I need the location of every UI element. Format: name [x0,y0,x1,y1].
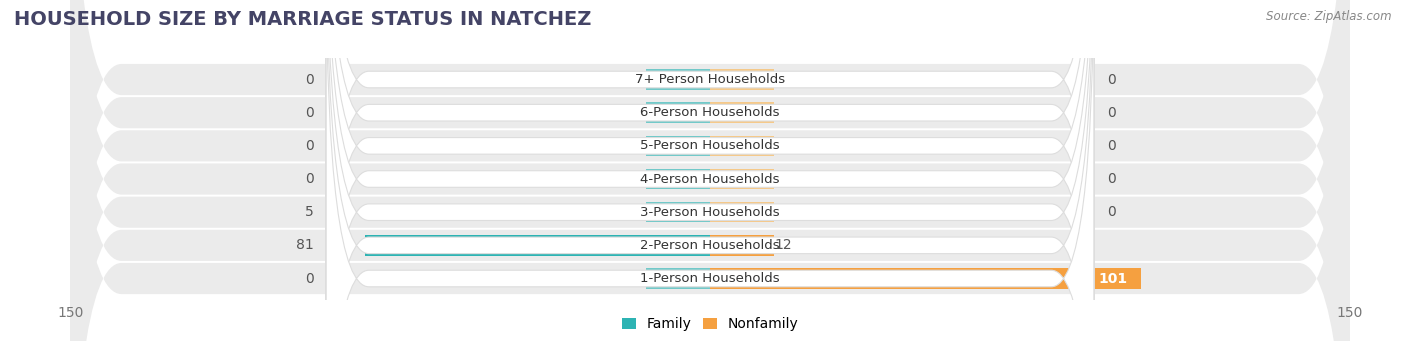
FancyBboxPatch shape [70,0,1350,341]
Text: 0: 0 [1107,106,1115,120]
Text: 3-Person Households: 3-Person Households [640,206,780,219]
Bar [647,69,710,90]
Text: 101: 101 [1099,271,1128,285]
Text: 5-Person Households: 5-Person Households [640,139,780,152]
Bar [647,202,710,222]
Text: 0: 0 [1107,139,1115,153]
FancyBboxPatch shape [70,0,1350,341]
Bar [647,169,710,189]
FancyBboxPatch shape [326,0,1094,341]
Bar [710,102,773,123]
FancyBboxPatch shape [326,0,1094,341]
FancyBboxPatch shape [70,0,1350,341]
Text: HOUSEHOLD SIZE BY MARRIAGE STATUS IN NATCHEZ: HOUSEHOLD SIZE BY MARRIAGE STATUS IN NAT… [14,10,592,29]
FancyBboxPatch shape [326,0,1094,341]
Text: 0: 0 [305,172,314,186]
Text: 6-Person Households: 6-Person Households [640,106,780,119]
Bar [364,235,710,256]
Text: 81: 81 [295,238,314,252]
FancyBboxPatch shape [70,0,1350,341]
Bar [710,202,773,222]
FancyBboxPatch shape [70,0,1350,341]
Text: 12: 12 [773,238,792,252]
Text: 0: 0 [1107,73,1115,87]
Bar [647,268,710,289]
Bar [710,235,773,256]
Text: 0: 0 [1107,172,1115,186]
FancyBboxPatch shape [70,0,1350,341]
Bar [710,268,1140,289]
FancyBboxPatch shape [70,0,1350,341]
Text: 0: 0 [1107,205,1115,219]
Text: 0: 0 [305,73,314,87]
Text: 0: 0 [305,106,314,120]
Text: 0: 0 [305,271,314,285]
Bar [647,102,710,123]
Text: 0: 0 [305,139,314,153]
Text: 1-Person Households: 1-Person Households [640,272,780,285]
Text: 7+ Person Households: 7+ Person Households [636,73,785,86]
Text: 2-Person Households: 2-Person Households [640,239,780,252]
Bar [710,69,773,90]
Text: Source: ZipAtlas.com: Source: ZipAtlas.com [1267,10,1392,23]
Bar [710,169,773,189]
Text: 4-Person Households: 4-Person Households [640,173,780,186]
FancyBboxPatch shape [326,0,1094,341]
Text: 5: 5 [305,205,314,219]
Bar [710,136,773,156]
FancyBboxPatch shape [326,0,1094,341]
Legend: Family, Nonfamily: Family, Nonfamily [616,312,804,337]
Bar [647,136,710,156]
FancyBboxPatch shape [326,0,1094,341]
FancyBboxPatch shape [326,0,1094,341]
